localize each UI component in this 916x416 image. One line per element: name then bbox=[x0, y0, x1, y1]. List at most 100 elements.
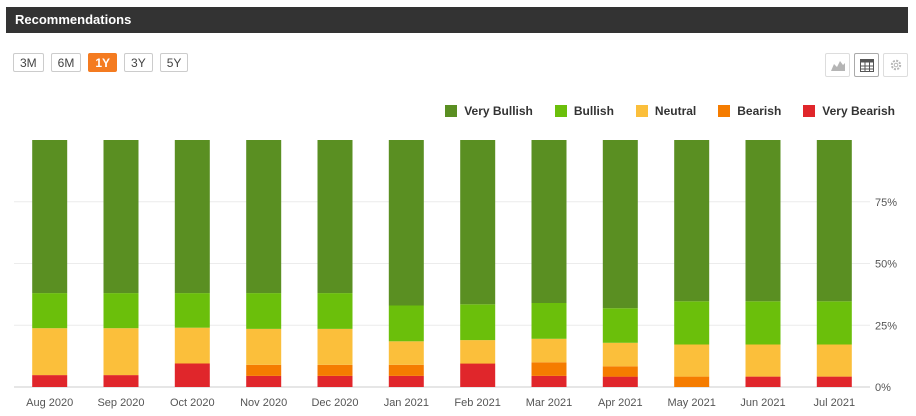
range-selector: 3M 6M 1Y 3Y 5Y bbox=[13, 53, 189, 72]
bar-segment-very-bullish[interactable] bbox=[103, 140, 139, 294]
bar-segment-very-bearish[interactable] bbox=[388, 375, 424, 387]
bar-segment-very-bearish[interactable] bbox=[816, 376, 852, 387]
bar-segment-very-bullish[interactable] bbox=[460, 140, 496, 305]
bar-segment-neutral[interactable] bbox=[174, 327, 210, 364]
range-button-5y[interactable]: 5Y bbox=[159, 53, 189, 72]
bar-segment-bullish[interactable] bbox=[816, 301, 852, 345]
widget-title: Recommendations bbox=[15, 12, 132, 27]
bar-segment-very-bearish[interactable] bbox=[602, 376, 638, 387]
table-view-button[interactable] bbox=[854, 53, 879, 77]
legend-label: Bullish bbox=[573, 104, 614, 118]
bar-segment-neutral[interactable] bbox=[103, 328, 139, 376]
bar-segment-very-bearish[interactable] bbox=[246, 375, 282, 387]
range-button-3m[interactable]: 3M bbox=[13, 53, 44, 72]
bar-segment-very-bearish[interactable] bbox=[745, 376, 781, 387]
x-tick-label: May 2021 bbox=[668, 397, 716, 409]
x-tick-label: Jul 2021 bbox=[814, 397, 856, 409]
range-button-6m[interactable]: 6M bbox=[50, 53, 82, 72]
bar-segment-bullish[interactable] bbox=[460, 304, 496, 341]
y-tick-label: 0% bbox=[875, 382, 891, 394]
bar-segment-bullish[interactable] bbox=[745, 301, 781, 345]
bar-segment-neutral[interactable] bbox=[317, 329, 353, 365]
settings-button[interactable] bbox=[883, 53, 908, 77]
y-tick-label: 25% bbox=[875, 320, 897, 332]
bar-segment-bearish[interactable] bbox=[388, 364, 424, 376]
legend-item-bearish[interactable]: Bearish bbox=[718, 104, 781, 118]
bar-segment-bullish[interactable] bbox=[246, 293, 282, 329]
bar-segment-very-bearish[interactable] bbox=[103, 375, 139, 387]
x-tick-label: Aug 2020 bbox=[26, 397, 73, 409]
legend-swatch bbox=[554, 105, 567, 117]
bar-segment-very-bearish[interactable] bbox=[317, 375, 353, 387]
bar-segment-neutral[interactable] bbox=[531, 338, 567, 363]
bar-segment-very-bullish[interactable] bbox=[674, 140, 710, 302]
bar-segment-very-bullish[interactable] bbox=[816, 140, 852, 302]
bar-segment-neutral[interactable] bbox=[602, 342, 638, 367]
bar-segment-bullish[interactable] bbox=[674, 301, 710, 345]
legend-label: Bearish bbox=[737, 104, 782, 118]
bar-segment-bullish[interactable] bbox=[388, 305, 424, 342]
bar-segment-bullish[interactable] bbox=[317, 293, 353, 329]
bar-segment-very-bullish[interactable] bbox=[174, 140, 210, 294]
bar-segment-bearish[interactable] bbox=[246, 364, 282, 376]
bar-segment-very-bearish[interactable] bbox=[460, 363, 496, 388]
x-tick-label: Sep 2020 bbox=[97, 397, 144, 409]
bar-segment-neutral[interactable] bbox=[674, 344, 710, 377]
bar-segment-very-bullish[interactable] bbox=[745, 140, 781, 302]
bar-segment-bullish[interactable] bbox=[531, 303, 567, 339]
legend-item-very-bullish[interactable]: Very Bullish bbox=[445, 104, 533, 118]
legend-item-bullish[interactable]: Bullish bbox=[554, 104, 614, 118]
y-tick-label: 75% bbox=[875, 197, 897, 209]
legend-label: Very Bearish bbox=[822, 104, 895, 118]
x-tick-label: Jun 2021 bbox=[740, 397, 785, 409]
bar-segment-very-bearish[interactable] bbox=[174, 363, 210, 388]
legend-swatch bbox=[718, 105, 731, 117]
legend-swatch bbox=[635, 105, 648, 117]
x-tick-label: Jan 2021 bbox=[384, 397, 429, 409]
area-chart-icon bbox=[830, 61, 845, 71]
bar-segment-bearish[interactable] bbox=[531, 362, 567, 376]
legend-item-very-bearish[interactable]: Very Bearish bbox=[803, 104, 895, 118]
chart-legend: Very Bullish Bullish Neutral Bearish Very Be… bbox=[445, 104, 895, 118]
bar-segment-bearish[interactable] bbox=[602, 366, 638, 377]
bar-segment-neutral[interactable] bbox=[460, 340, 496, 364]
range-button-1y[interactable]: 1Y bbox=[88, 53, 118, 72]
bar-segment-neutral[interactable] bbox=[388, 341, 424, 365]
x-tick-label: Nov 2020 bbox=[240, 397, 287, 409]
bar-segment-very-bearish[interactable] bbox=[32, 375, 68, 387]
bar-segment-bullish[interactable] bbox=[103, 293, 139, 329]
bar-segment-neutral[interactable] bbox=[745, 344, 781, 377]
x-tick-label: Mar 2021 bbox=[526, 397, 572, 409]
x-tick-label: Feb 2021 bbox=[454, 397, 500, 409]
bar-segment-very-bullish[interactable] bbox=[32, 140, 68, 294]
chart-view-button[interactable] bbox=[825, 53, 850, 77]
bar-segment-bearish[interactable] bbox=[674, 376, 710, 387]
bar-segment-very-bullish[interactable] bbox=[388, 140, 424, 306]
legend-item-neutral[interactable]: Neutral bbox=[635, 104, 697, 118]
bar-segment-neutral[interactable] bbox=[246, 329, 282, 365]
bar-segment-neutral[interactable] bbox=[816, 344, 852, 377]
legend-swatch bbox=[445, 105, 458, 117]
x-tick-label: Oct 2020 bbox=[170, 397, 215, 409]
x-tick-label: Dec 2020 bbox=[311, 397, 358, 409]
chart-toolbar bbox=[825, 53, 908, 77]
bar-segment-very-bullish[interactable] bbox=[602, 140, 638, 309]
y-tick-label: 50% bbox=[875, 259, 897, 271]
x-tick-label: Apr 2021 bbox=[598, 397, 643, 409]
bar-segment-very-bullish[interactable] bbox=[317, 140, 353, 294]
legend-label: Very Bullish bbox=[464, 104, 533, 118]
legend-label: Neutral bbox=[654, 104, 697, 118]
bar-segment-very-bearish[interactable] bbox=[531, 375, 567, 387]
bar-segment-bullish[interactable] bbox=[174, 293, 210, 328]
bar-segment-very-bullish[interactable] bbox=[246, 140, 282, 294]
bar-segment-bearish[interactable] bbox=[317, 364, 353, 376]
table-icon bbox=[859, 58, 874, 72]
bar-segment-bullish[interactable] bbox=[32, 293, 68, 329]
legend-swatch bbox=[803, 105, 816, 117]
bar-segment-neutral[interactable] bbox=[32, 328, 68, 376]
gear-icon bbox=[890, 59, 901, 71]
bar-segment-bullish[interactable] bbox=[602, 308, 638, 343]
range-button-3y[interactable]: 3Y bbox=[124, 53, 153, 72]
bar-segment-very-bullish[interactable] bbox=[531, 140, 567, 303]
